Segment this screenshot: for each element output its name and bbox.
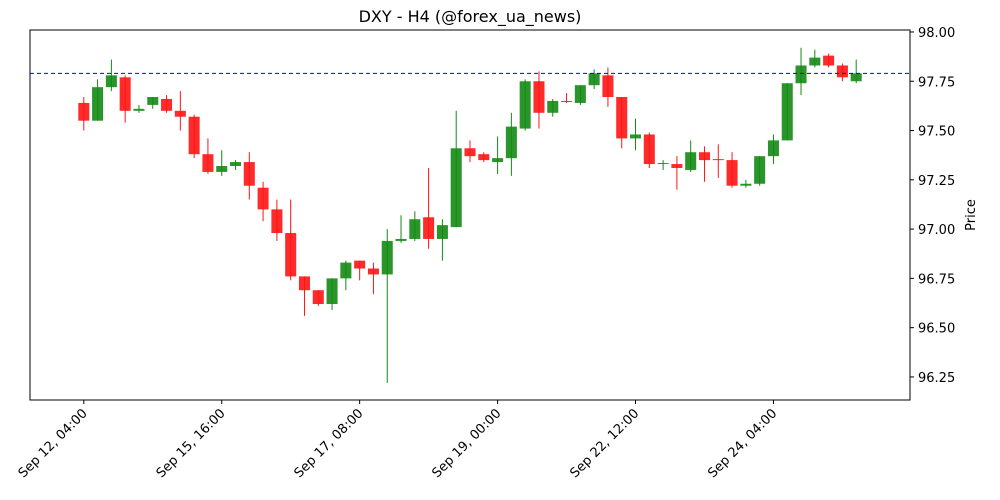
candle-body	[574, 85, 586, 103]
candle-body	[243, 162, 255, 186]
candle-body	[657, 163, 669, 165]
candle-body	[161, 98, 173, 111]
candle-body	[547, 100, 559, 113]
candle-body	[616, 97, 628, 139]
candle-body	[685, 152, 697, 170]
y-axis-label: Price	[964, 199, 979, 231]
candle-body	[533, 81, 545, 113]
candle-body	[643, 134, 655, 165]
candle-body	[326, 278, 338, 305]
candle-body	[285, 233, 297, 277]
chart-title: DXY - H4 (@forex_ua_news)	[359, 7, 582, 27]
candle-body	[257, 187, 269, 210]
candle-body	[174, 110, 186, 117]
candle-body	[767, 140, 779, 157]
y-tick-label: 96.75	[918, 272, 955, 287]
plot-frame	[29, 29, 911, 401]
candle-body	[340, 262, 352, 279]
candle-body	[726, 160, 738, 186]
candle-body	[754, 156, 766, 184]
candle-body	[271, 209, 283, 234]
candle-body	[298, 276, 310, 291]
y-tick-label: 98.00	[918, 26, 955, 41]
candle-body	[409, 219, 421, 239]
candle-body	[216, 166, 228, 172]
candle-body	[850, 73, 862, 82]
candle-body	[147, 97, 159, 105]
candle-body	[188, 116, 200, 155]
candle-body	[92, 87, 104, 121]
candle-body	[312, 290, 324, 305]
candle-body	[630, 134, 642, 139]
candle-body	[781, 83, 793, 141]
candle-body	[712, 159, 724, 161]
candle-body	[105, 75, 117, 88]
candle-body	[505, 126, 517, 159]
candle-body	[492, 158, 504, 163]
y-tick-label: 97.25	[918, 174, 955, 189]
candle-body	[367, 268, 379, 275]
candle-body	[436, 225, 448, 239]
candle-body	[671, 164, 683, 168]
candle-body	[230, 162, 242, 167]
candle-body	[823, 55, 835, 66]
y-tick-label: 97.50	[918, 125, 955, 140]
candle-body	[354, 260, 366, 269]
candle-body	[423, 217, 435, 239]
candle-body	[698, 152, 710, 161]
candle-body	[133, 108, 145, 111]
candle-body	[836, 65, 848, 78]
y-tick-label: 97.00	[918, 223, 955, 238]
candle-body	[450, 148, 462, 228]
candle-body	[588, 73, 600, 86]
candle-body	[395, 238, 407, 241]
candle-body	[795, 65, 807, 84]
candle-body	[561, 100, 573, 102]
candle-body	[519, 81, 531, 129]
candle-body	[202, 154, 214, 172]
candle-body	[381, 240, 393, 275]
y-tick-label: 96.50	[918, 322, 955, 337]
candle-body	[602, 75, 614, 98]
candle-body	[78, 102, 90, 121]
candle-body	[119, 77, 131, 111]
candle-body	[464, 148, 476, 157]
candle-body	[809, 57, 821, 66]
y-tick-label: 96.25	[918, 371, 955, 386]
y-tick-label: 97.75	[918, 75, 955, 90]
candle-body	[478, 154, 490, 161]
candle-body	[740, 183, 752, 186]
